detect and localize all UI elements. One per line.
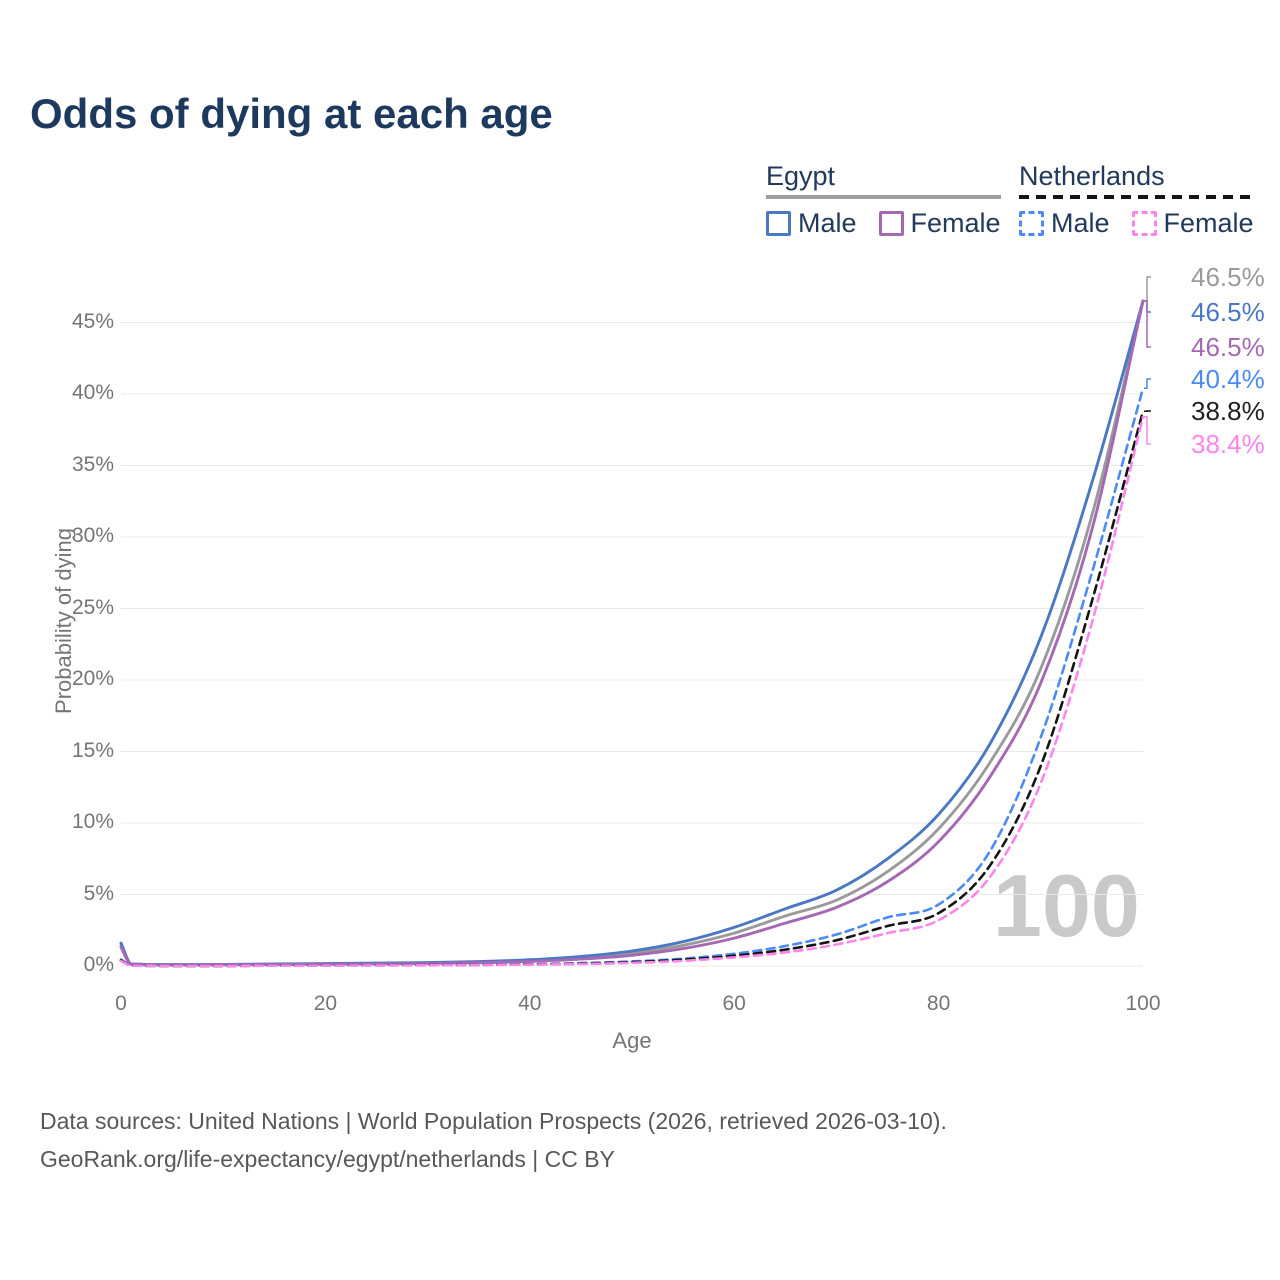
plot-svg [119, 276, 1151, 968]
leader-line-netherlands-female [1144, 416, 1151, 445]
y-tick-label: 40% [71, 381, 114, 404]
netherlands-dashed-line-sample [1019, 195, 1254, 199]
x-tick-label: 20 [313, 992, 338, 1015]
legend-netherlands-heading: Netherlands [1019, 161, 1165, 191]
age-watermark: 100 [993, 856, 1140, 955]
curve-netherlands-female[interactable] [119, 415, 1145, 968]
curve-netherlands-both[interactable] [119, 409, 1145, 968]
legend-netherlands-male-label: Male [1051, 208, 1110, 238]
end-label-value: 38.4% [1191, 428, 1265, 459]
leader-line-netherlands-male [1144, 378, 1151, 390]
y-tick-label: 0% [83, 953, 114, 976]
egypt-flag-icon [1150, 260, 1184, 294]
end-label-egypt-male: 46.5% [1150, 295, 1265, 329]
x-tick-label: 80 [926, 992, 951, 1015]
egypt-flag-icon [1150, 295, 1184, 329]
end-label-value: 46.5% [1191, 296, 1265, 327]
end-label-egypt-both: 46.5% [1150, 260, 1265, 294]
end-label-egypt-female: 46.5% [1150, 330, 1265, 364]
y-tick-label: 45% [71, 309, 114, 333]
y-tick-label: 5% [83, 881, 114, 905]
x-tick-label: 60 [722, 992, 746, 1015]
x-tick-label: 0 [115, 992, 127, 1015]
y-tick-label: 35% [71, 452, 114, 476]
end-label-netherlands-both: 38.8% [1150, 394, 1265, 428]
y-tick-label: 15% [71, 738, 114, 762]
legend-netherlands-female-label: Female [1163, 208, 1254, 238]
end-label-value: 38.8% [1191, 395, 1265, 426]
legend-egypt-male-label: Male [798, 208, 857, 238]
footer-attribution: GeoRank.org/life-expectancy/egypt/nether… [40, 1146, 615, 1172]
netherlands-flag-icon [1150, 362, 1184, 396]
end-label-netherlands-female: 38.4% [1150, 427, 1265, 461]
netherlands-flag-icon [1150, 394, 1184, 428]
legend-egypt-female-label: Female [910, 208, 1001, 238]
end-label-value: 40.4% [1191, 363, 1265, 394]
curve-netherlands-male[interactable] [119, 387, 1145, 968]
end-label-value: 46.5% [1191, 261, 1265, 292]
end-label-netherlands-male: 40.4% [1150, 362, 1265, 396]
legend-egypt: Egypt Male Female [766, 161, 1001, 239]
end-label-value: 46.5% [1191, 331, 1265, 362]
y-axis-title: Probability of dying [51, 528, 76, 714]
legend-item-egypt-male[interactable]: Male [766, 208, 857, 239]
page-title: Odds of dying at each age [30, 90, 553, 137]
y-tick-label: 30% [71, 524, 114, 547]
netherlands-female-swatch-icon [1131, 211, 1157, 236]
y-tick-label: 25% [71, 595, 114, 619]
legend-item-netherlands-female[interactable]: Female [1131, 208, 1254, 239]
y-tick-label: 10% [71, 810, 114, 833]
legend-netherlands: Netherlands Male Female [1019, 161, 1254, 239]
x-tick-label: 100 [1125, 992, 1161, 1015]
legend-item-egypt-female[interactable]: Female [878, 208, 1001, 239]
y-tick-label: 20% [71, 667, 114, 690]
x-axis-title: Age [612, 1028, 652, 1053]
legend-egypt-heading: Egypt [766, 161, 836, 191]
footer-sources: Data sources: United Nations | World Pop… [40, 1108, 947, 1134]
egypt-male-swatch-icon [766, 211, 791, 236]
netherlands-flag-icon [1150, 427, 1184, 461]
egypt-solid-line-sample [766, 195, 1001, 199]
egypt-flag-icon [1150, 330, 1184, 364]
netherlands-male-swatch-icon [1019, 211, 1044, 236]
x-tick-label: 40 [518, 992, 542, 1015]
leader-line-egypt-female [1144, 300, 1151, 348]
legend-item-netherlands-male[interactable]: Male [1019, 208, 1110, 239]
egypt-female-swatch-icon [878, 211, 904, 236]
